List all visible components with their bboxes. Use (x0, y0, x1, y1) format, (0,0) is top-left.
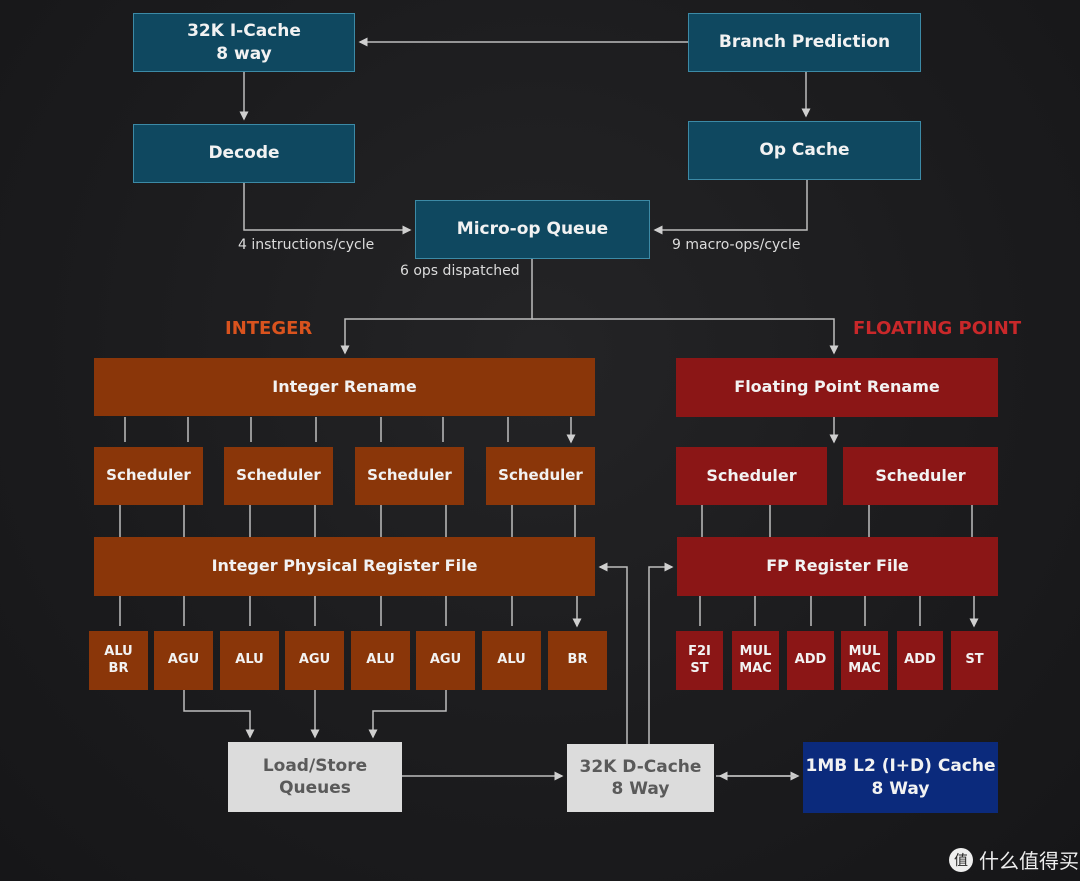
opcache-rate-label: 9 macro-ops/cycle (672, 237, 801, 253)
fp-unit: MUL MAC (732, 631, 779, 690)
icache-box: 32K I-Cache 8 way (133, 13, 355, 72)
fp-scheduler: Scheduler (843, 447, 998, 505)
fp-unit: ADD (787, 631, 834, 690)
watermark: 值 什么值得买 (949, 845, 1079, 874)
integer-unit: AGU (285, 631, 344, 690)
fp-unit: F2I ST (676, 631, 723, 690)
fp-unit: ST (951, 631, 998, 690)
integer-scheduler: Scheduler (486, 447, 595, 505)
fp-title: FLOATING POINT (853, 318, 1022, 339)
micro-op-queue-box: Micro-op Queue (415, 200, 650, 259)
integer-unit: AGU (416, 631, 475, 690)
fp-register-file-box: FP Register File (677, 537, 998, 596)
integer-scheduler: Scheduler (224, 447, 333, 505)
load-store-queues-box: Load/Store Queues (228, 742, 402, 812)
integer-unit: ALU (220, 631, 279, 690)
fp-rename-box: Floating Point Rename (676, 358, 998, 417)
decode-rate-label: 4 instructions/cycle (238, 237, 375, 253)
dispatch-label: 6 ops dispatched (400, 263, 520, 279)
integer-title: INTEGER (225, 318, 313, 339)
integer-register-file-box: Integer Physical Register File (94, 537, 595, 596)
op-cache-box: Op Cache (688, 121, 921, 180)
integer-scheduler: Scheduler (355, 447, 464, 505)
dcache-box: 32K D-Cache 8 Way (567, 744, 714, 812)
integer-unit: AGU (154, 631, 213, 690)
integer-unit: BR (548, 631, 607, 690)
integer-scheduler: Scheduler (94, 447, 203, 505)
integer-rename-box: Integer Rename (94, 358, 595, 416)
decode-box: Decode (133, 124, 355, 183)
fp-unit: MUL MAC (841, 631, 888, 690)
branch-prediction-box: Branch Prediction (688, 13, 921, 72)
watermark-text: 什么值得买 (979, 849, 1079, 873)
l2-cache-box: 1MB L2 (I+D) Cache 8 Way (803, 742, 998, 813)
integer-unit: ALU (351, 631, 410, 690)
integer-unit: ALU (482, 631, 541, 690)
integer-unit: ALU BR (89, 631, 148, 690)
watermark-logo-icon: 值 (949, 847, 973, 872)
fp-unit: ADD (897, 631, 943, 690)
fp-scheduler: Scheduler (676, 447, 827, 505)
